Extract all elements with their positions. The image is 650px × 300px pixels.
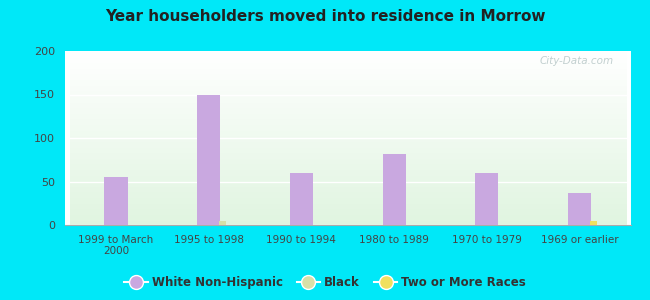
Bar (290, 173, 313, 225)
Bar (219, 221, 226, 225)
Bar (475, 173, 499, 225)
Bar (105, 177, 127, 225)
Bar (197, 94, 220, 225)
Text: City-Data.com: City-Data.com (540, 56, 614, 66)
Bar (590, 221, 597, 225)
Bar (568, 193, 591, 225)
Legend: White Non-Hispanic, Black, Two or More Races: White Non-Hispanic, Black, Two or More R… (120, 272, 530, 294)
Text: Year householders moved into residence in Morrow: Year householders moved into residence i… (105, 9, 545, 24)
Bar (382, 154, 406, 225)
